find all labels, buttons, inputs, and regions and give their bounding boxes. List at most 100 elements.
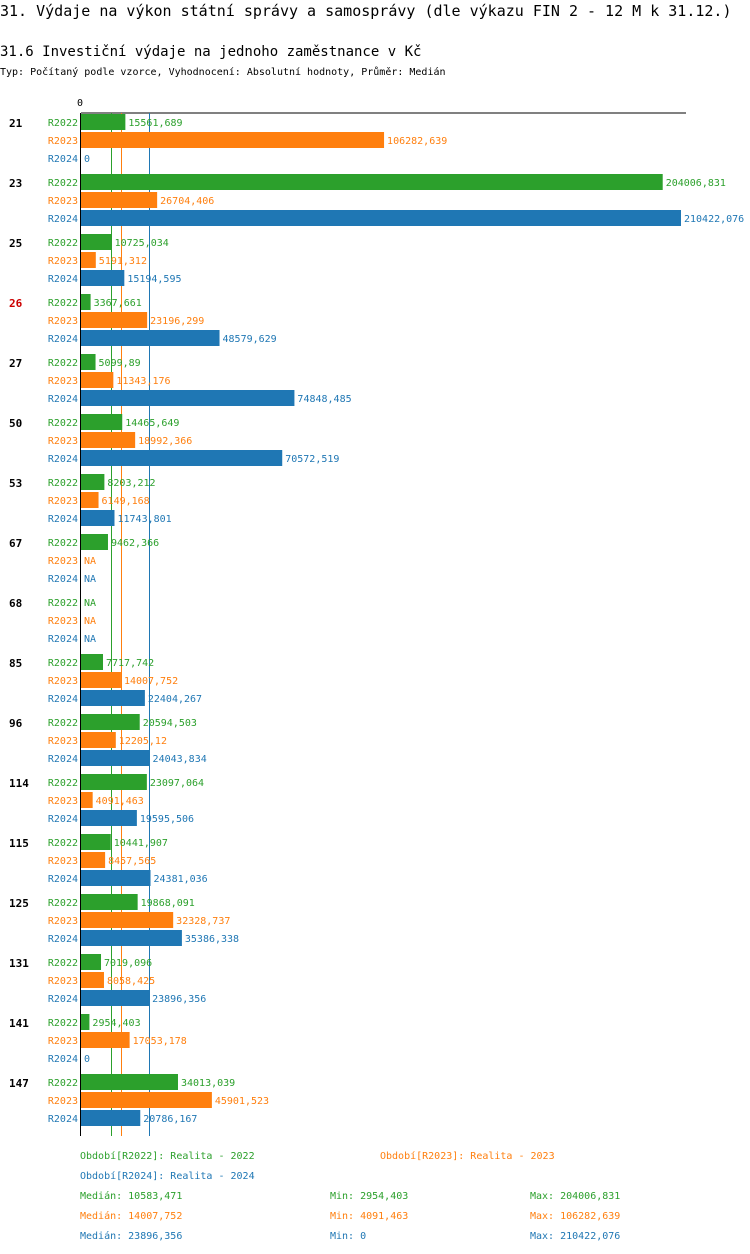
series-label-96-r2022: R2022 xyxy=(48,718,78,729)
category-label-50: 50 xyxy=(9,417,22,430)
data-label-114-r2022: 23097,064 xyxy=(150,778,204,789)
data-label-26-r2024: 48579,629 xyxy=(223,334,277,345)
x-axis-zero-label: 0 xyxy=(77,98,83,109)
bar-27-r2024 xyxy=(81,390,295,406)
series-label-96-r2023: R2023 xyxy=(48,736,78,747)
bar-85-r2022 xyxy=(81,654,104,670)
data-label-115-r2023: 8457,565 xyxy=(108,856,156,867)
data-label-125-r2022: 19868,091 xyxy=(141,898,195,909)
bar-115-r2023 xyxy=(81,852,106,868)
data-label-114-r2024: 19595,506 xyxy=(140,814,194,825)
series-label-114-r2023: R2023 xyxy=(48,796,78,807)
category-label-114: 114 xyxy=(9,777,29,790)
category-label-125: 125 xyxy=(9,897,29,910)
series-label-68-r2022: R2022 xyxy=(48,598,78,609)
bar-147-r2024 xyxy=(81,1110,141,1126)
data-label-96-r2024: 24043,834 xyxy=(153,754,207,765)
bar-53-r2022 xyxy=(81,474,105,490)
category-label-23: 23 xyxy=(9,177,22,190)
data-label-96-r2022: 20594,503 xyxy=(143,718,197,729)
series-label-131-r2023: R2023 xyxy=(48,976,78,987)
bar-85-r2023 xyxy=(81,672,121,688)
series-label-147-r2023: R2023 xyxy=(48,1096,78,1107)
legend-max-r2022: Max: 204006,831 xyxy=(530,1191,621,1202)
series-label-25-r2022: R2022 xyxy=(48,238,78,249)
data-label-141-r2023: 17053,178 xyxy=(133,1036,187,1047)
category-label-96: 96 xyxy=(9,717,23,730)
data-label-68-r2022: NA xyxy=(84,598,96,609)
legend-min-r2024: Min: 0 xyxy=(330,1231,367,1242)
data-label-50-r2024: 70572,519 xyxy=(285,454,339,465)
bar-25-r2023 xyxy=(81,252,96,268)
bar-141-r2023 xyxy=(81,1032,130,1048)
data-label-85-r2023: 14007,752 xyxy=(124,676,178,687)
series-label-21-r2024: R2024 xyxy=(48,154,78,165)
legend-period-r2022: Období[R2022]: Realita - 2022 xyxy=(80,1151,255,1162)
series-label-141-r2022: R2022 xyxy=(48,1018,78,1029)
data-label-147-r2022: 34013,039 xyxy=(181,1078,235,1089)
bar-115-r2024 xyxy=(81,870,151,886)
data-label-27-r2023: 11343,176 xyxy=(116,376,170,387)
data-label-131-r2024: 23896,356 xyxy=(152,994,206,1005)
series-label-26-r2023: R2023 xyxy=(48,316,78,327)
data-label-85-r2022: 7717,742 xyxy=(106,658,154,669)
data-label-141-r2022: 2954,403 xyxy=(92,1018,140,1029)
series-label-67-r2022: R2022 xyxy=(48,538,78,549)
bar-50-r2022 xyxy=(81,414,123,430)
bar-53-r2023 xyxy=(81,492,99,508)
series-label-115-r2022: R2022 xyxy=(48,838,78,849)
bar-67-r2022 xyxy=(81,534,108,550)
bar-23-r2024 xyxy=(81,210,681,226)
legend-max-r2023: Max: 106282,639 xyxy=(530,1211,621,1222)
series-label-131-r2022: R2022 xyxy=(48,958,78,969)
series-label-53-r2022: R2022 xyxy=(48,478,78,489)
data-label-23-r2023: 26704,406 xyxy=(160,196,214,207)
data-label-125-r2023: 32328,737 xyxy=(176,916,230,927)
bar-26-r2023 xyxy=(81,312,148,328)
data-label-125-r2024: 35386,338 xyxy=(185,934,239,945)
category-label-27: 27 xyxy=(9,357,22,370)
data-label-115-r2024: 24381,036 xyxy=(154,874,208,885)
data-label-67-r2023: NA xyxy=(84,556,96,567)
series-label-125-r2024: R2024 xyxy=(48,934,78,945)
data-label-96-r2023: 12205,12 xyxy=(119,736,167,747)
series-label-25-r2024: R2024 xyxy=(48,274,78,285)
category-label-68: 68 xyxy=(9,597,22,610)
chart-type-line: Typ: Počítaný podle vzorce, Vyhodnocení:… xyxy=(0,67,446,78)
series-label-141-r2023: R2023 xyxy=(48,1036,78,1047)
data-label-23-r2024: 210422,076 xyxy=(684,214,744,225)
series-label-23-r2023: R2023 xyxy=(48,196,78,207)
series-label-27-r2023: R2023 xyxy=(48,376,78,387)
bar-141-r2022 xyxy=(81,1014,90,1030)
data-label-147-r2023: 45901,523 xyxy=(215,1096,269,1107)
bar-53-r2024 xyxy=(81,510,115,526)
chart-subtitle: 31.6 Investiční výdaje na jednoho zaměst… xyxy=(0,44,422,60)
series-label-27-r2022: R2022 xyxy=(48,358,78,369)
category-label-85: 85 xyxy=(9,657,22,670)
series-label-25-r2023: R2023 xyxy=(48,256,78,267)
bar-147-r2022 xyxy=(81,1074,178,1090)
legend-period-r2024: Období[R2024]: Realita - 2024 xyxy=(80,1171,255,1182)
bar-131-r2022 xyxy=(81,954,102,970)
data-label-85-r2024: 22404,267 xyxy=(148,694,202,705)
data-label-53-r2022: 8203,212 xyxy=(107,478,155,489)
data-label-53-r2024: 11743,801 xyxy=(117,514,171,525)
bar-114-r2023 xyxy=(81,792,93,808)
bar-25-r2022 xyxy=(81,234,112,250)
series-label-26-r2024: R2024 xyxy=(48,334,78,345)
data-label-147-r2024: 20786,167 xyxy=(143,1114,197,1125)
data-label-21-r2022: 15561,689 xyxy=(128,118,182,129)
series-label-26-r2022: R2022 xyxy=(48,298,78,309)
series-label-67-r2023: R2023 xyxy=(48,556,78,567)
category-label-26: 26 xyxy=(9,297,23,310)
series-label-115-r2024: R2024 xyxy=(48,874,78,885)
bar-96-r2022 xyxy=(81,714,140,730)
series-label-21-r2023: R2023 xyxy=(48,136,78,147)
legend-min-r2022: Min: 2954,403 xyxy=(330,1191,409,1202)
bar-25-r2024 xyxy=(81,270,125,286)
data-label-21-r2023: 106282,639 xyxy=(387,136,447,147)
data-label-27-r2022: 5099,89 xyxy=(99,358,141,369)
series-label-96-r2024: R2024 xyxy=(48,754,78,765)
data-label-68-r2023: NA xyxy=(84,616,96,627)
data-label-131-r2023: 8058,425 xyxy=(107,976,155,987)
